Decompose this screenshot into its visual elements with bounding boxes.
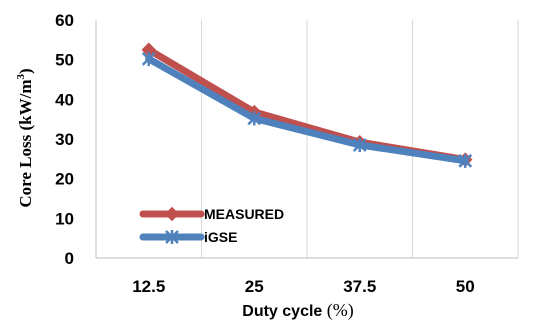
star-marker — [247, 111, 262, 126]
y-tick-labels: 0 10 20 30 40 50 60 — [55, 11, 74, 268]
legend-item-igse: iGSE — [139, 229, 237, 245]
x-tick-label: 12.5 — [132, 277, 165, 296]
grid-lines — [201, 20, 519, 258]
y-tick-label: 40 — [55, 90, 74, 109]
series-igse — [141, 51, 473, 168]
star-marker — [352, 137, 367, 152]
legend-marker-igse — [165, 230, 179, 244]
legend-label-igse: iGSE — [204, 229, 237, 245]
x-tick-labels: 12.5 25 37.5 50 — [132, 277, 475, 296]
legend-marker-measured — [164, 206, 180, 222]
legend-label-measured: MEASURED — [204, 206, 284, 222]
diamond-marker — [164, 206, 180, 222]
y-tick-label: 50 — [55, 51, 74, 70]
x-axis-label: Duty cycle (%) — [242, 300, 353, 321]
y-tick-label: 20 — [55, 170, 74, 189]
star-marker — [458, 153, 473, 168]
x-tick-label: 25 — [245, 277, 264, 296]
y-tick-label: 60 — [55, 11, 74, 30]
series-lines — [141, 42, 473, 168]
axes — [95, 20, 518, 259]
series-line — [145, 55, 469, 165]
y-tick-label: 30 — [55, 130, 74, 149]
x-tick-label: 37.5 — [343, 277, 376, 296]
x-tick-label: 50 — [456, 277, 475, 296]
y-tick-label: 10 — [55, 209, 74, 228]
legend-item-measured: MEASURED — [139, 206, 284, 222]
legend: MEASURED iGSE — [139, 206, 284, 245]
star-marker — [141, 51, 156, 66]
y-tick-label: 0 — [65, 249, 74, 268]
star-marker — [165, 230, 179, 244]
y-axis-label: Core Loss (kW/m3) — [15, 68, 35, 207]
